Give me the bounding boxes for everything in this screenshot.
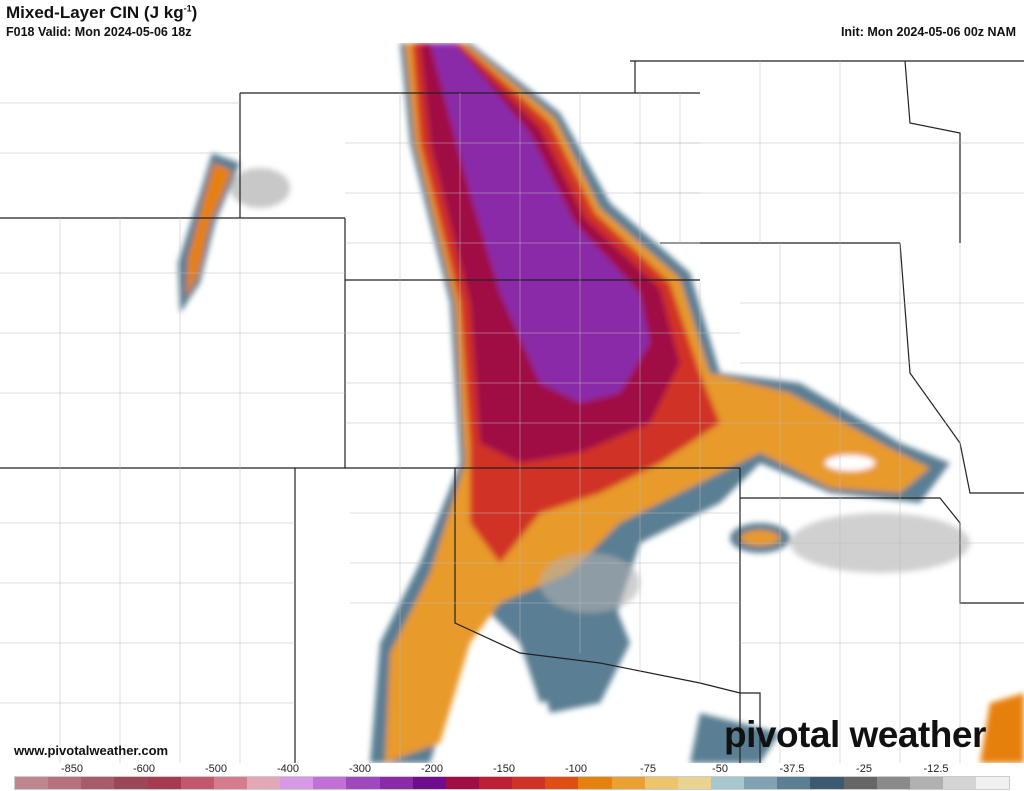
colorbar-label: -850: [60, 763, 84, 775]
colorbar-swatch: [180, 777, 214, 789]
colorbar-swatch: [545, 777, 579, 789]
colorbar-label: -500: [204, 763, 228, 775]
colorbar-swatch: [810, 777, 844, 789]
colorbar-swatch: [611, 777, 645, 789]
colorbar-label: -100: [564, 763, 588, 775]
colorbar-label: -200: [420, 763, 444, 775]
colorbar-swatch: [478, 777, 513, 789]
colorbar-label: -25: [856, 763, 872, 775]
colorbar-labels: -850 -600 -500 -400 -300 -200 -150 -100 …: [0, 763, 1024, 775]
colorbar-swatch: [876, 777, 910, 789]
colorbar-swatch: [114, 777, 148, 789]
colorbar-swatch: [346, 777, 380, 789]
colorbar-label: -150: [492, 763, 516, 775]
county-borders: [0, 61, 1024, 763]
colorbar-swatch: [976, 777, 1010, 789]
colorbar-label: -400: [276, 763, 300, 775]
colorbar-swatch: [777, 777, 811, 789]
colorbar-swatch: [48, 777, 82, 789]
colorbar-swatch: [578, 777, 612, 789]
colorbar-swatch: [512, 777, 546, 789]
colorbar-swatch: [213, 777, 247, 789]
init-time: Init: Mon 2024-05-06 00z NAM: [840, 25, 1016, 39]
cin-field: [178, 43, 1024, 763]
colorbar-swatch: [313, 777, 347, 789]
colorbar-swatch: [942, 777, 977, 789]
colorbar-swatch: [81, 777, 115, 789]
colorbar-swatch: [412, 777, 446, 789]
colorbar-swatch: [445, 777, 479, 789]
colorbar-label: -75: [640, 763, 656, 775]
colorbar-swatch: [710, 777, 745, 789]
colorbar-swatch: [677, 777, 711, 789]
colorbar-swatch: [379, 777, 413, 789]
colorbar-swatch: [147, 777, 181, 789]
colorbar-swatch: [280, 777, 314, 789]
colorbar: [14, 776, 1010, 790]
colorbar-swatch: [909, 777, 943, 789]
colorbar-swatch: [843, 777, 877, 789]
colorbar-swatch: [644, 777, 678, 789]
colorbar-label: -600: [132, 763, 156, 775]
cin-map: [0, 43, 1024, 763]
colorbar-swatch: [15, 777, 49, 789]
pivotal-weather-logo: pivotal weather: [724, 714, 986, 755]
colorbar-label: -12.5: [923, 763, 949, 775]
colorbar-label: -37.5: [779, 763, 805, 775]
colorbar-label: -50: [712, 763, 728, 775]
colorbar-swatch: [246, 777, 281, 789]
colorbar-swatch: [744, 777, 778, 789]
colorbar-label: -300: [348, 763, 372, 775]
valid-time: F018 Valid: Mon 2024-05-06 18z: [6, 25, 192, 39]
website-url: www.pivotalweather.com: [14, 743, 169, 758]
map-title: Mixed-Layer CIN (J kg-1): [6, 3, 198, 22]
